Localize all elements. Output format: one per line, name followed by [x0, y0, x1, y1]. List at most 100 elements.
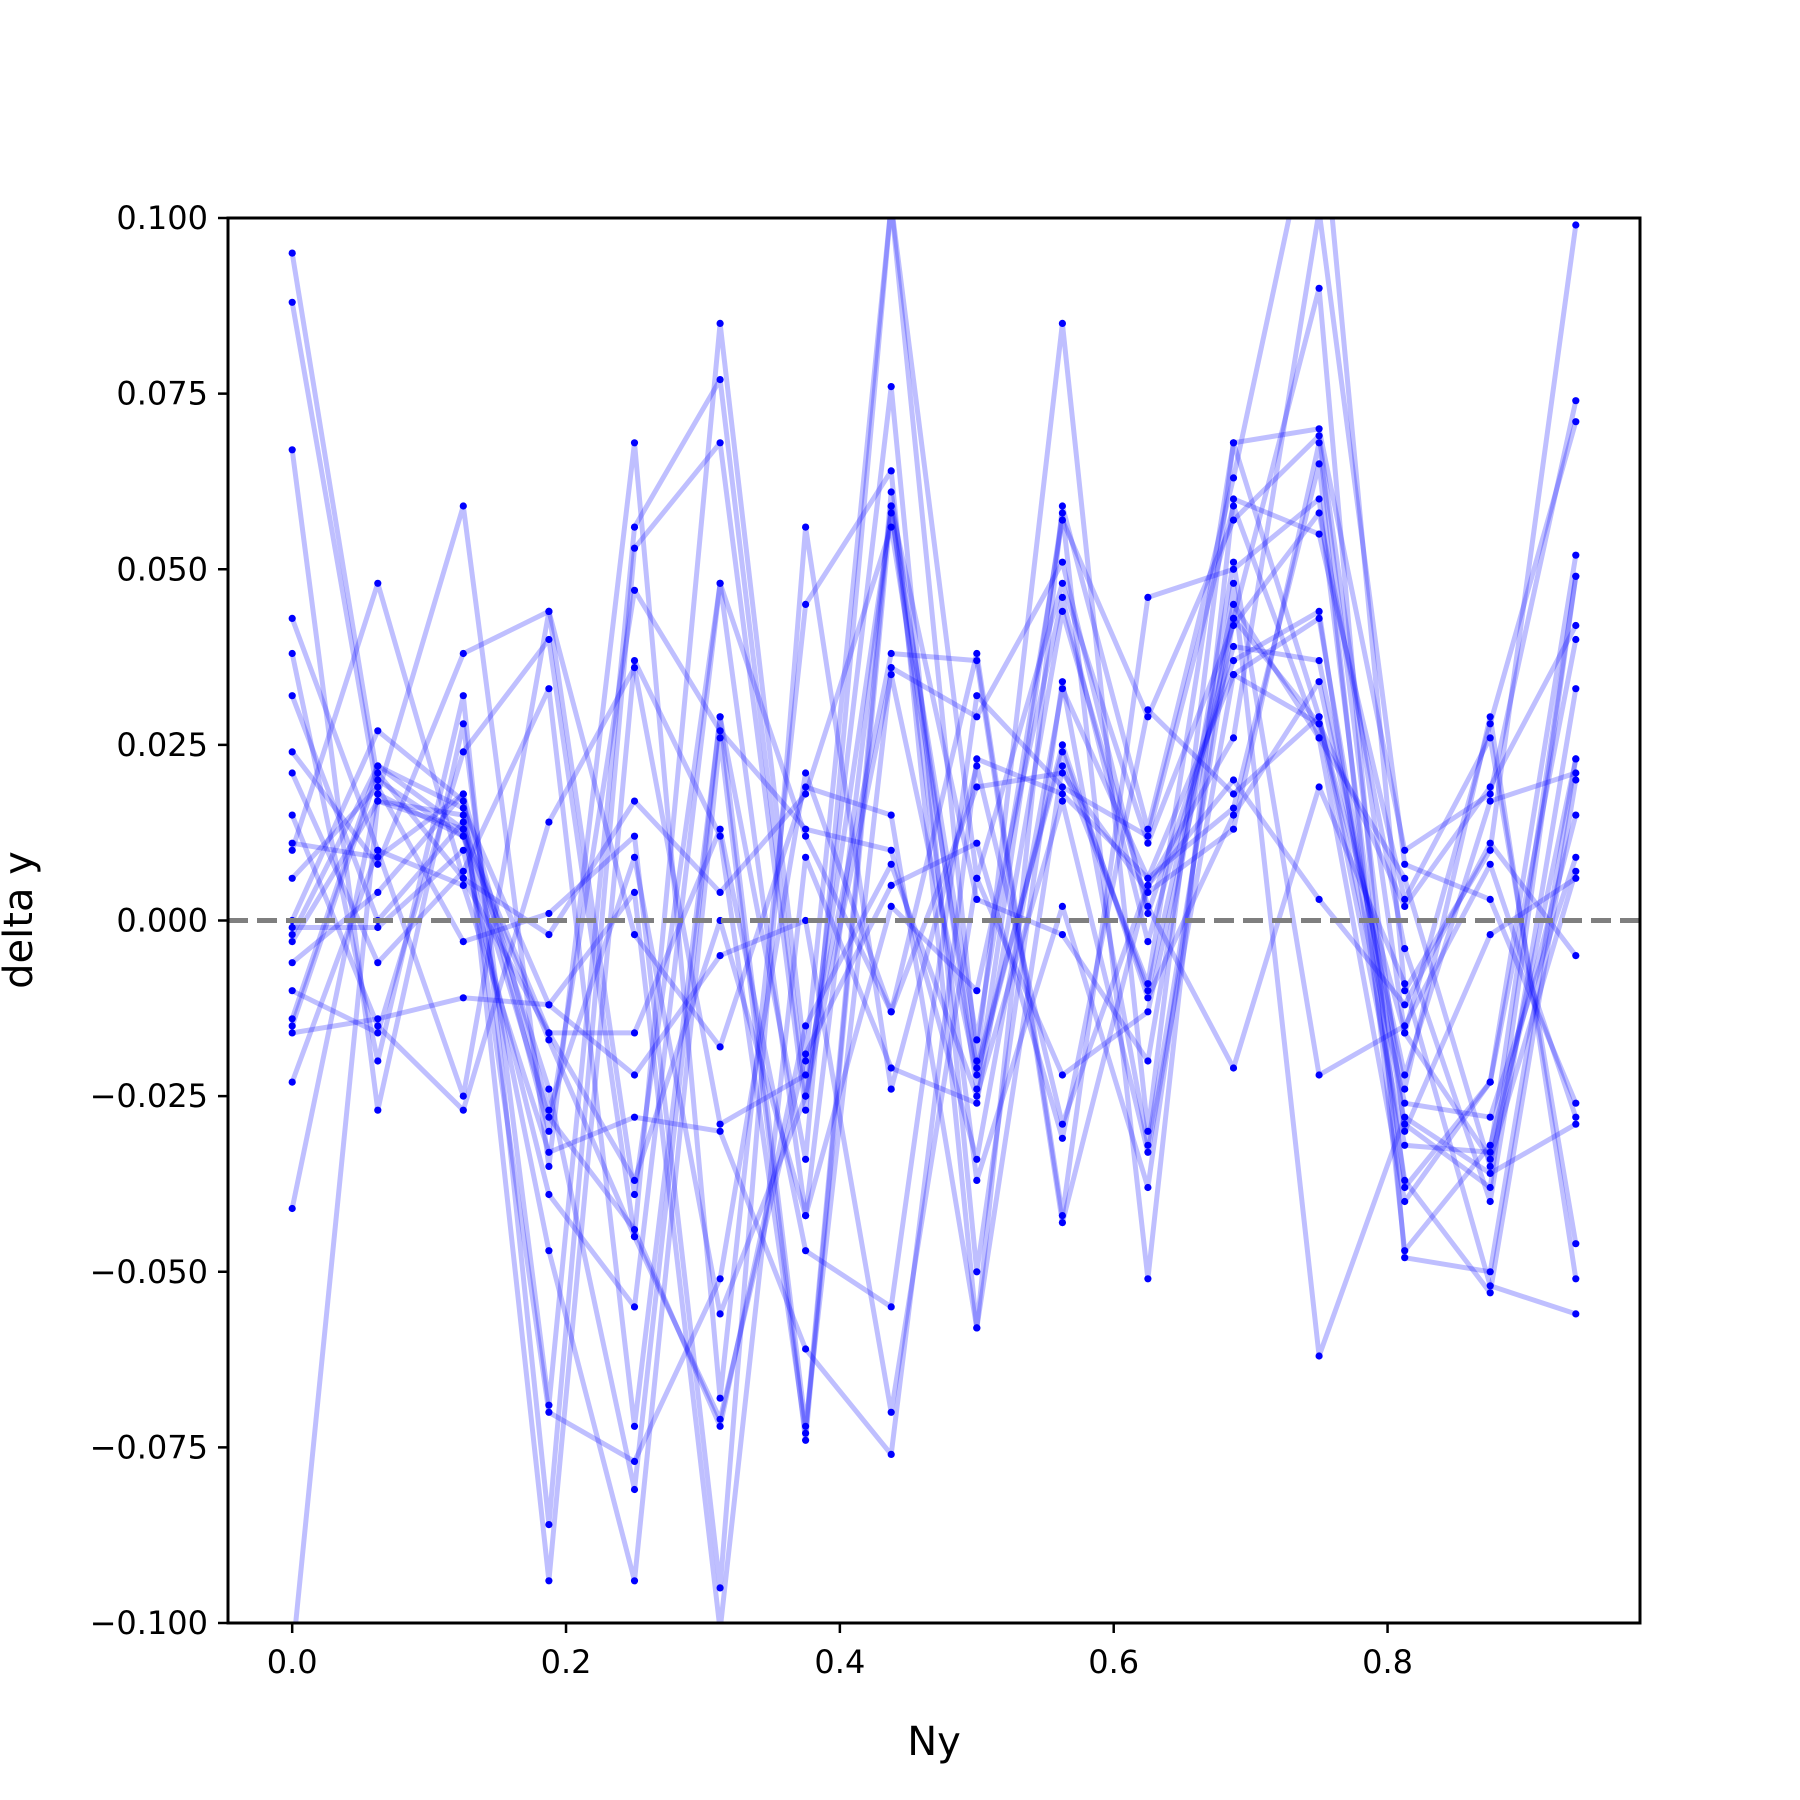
series-9-point-9: [973, 657, 981, 665]
series-6-point-4: [545, 1085, 553, 1093]
series-16-point-4: [545, 1408, 553, 1416]
series-11-point-16: [1572, 635, 1580, 644]
series-12-point-14: [1401, 1001, 1409, 1009]
series-6-point-16: [1572, 776, 1580, 784]
series-16-point-12: [1229, 825, 1238, 833]
series-20-point-14: [1401, 980, 1409, 988]
series-7-point-2: [374, 860, 382, 868]
series-20-point-11: [1144, 902, 1152, 911]
series-16-point-5: [630, 1457, 639, 1465]
series-2-point-15: [1486, 846, 1494, 854]
series-line-13: [289, 461, 1579, 1254]
series-19-point-2: [374, 769, 382, 777]
series-15-point-14: [1401, 1022, 1409, 1030]
series-10-point-14: [1401, 895, 1409, 904]
series-6-point-3: [459, 818, 467, 826]
series-22-point-12: [1229, 671, 1238, 679]
series-13-point-6: [716, 727, 724, 735]
series-20-point-15: [1486, 1282, 1494, 1290]
series-19-point-8: [887, 1303, 895, 1311]
series-24-point-5: [630, 1071, 639, 1079]
series-7-point-10: [1058, 762, 1066, 770]
series-12-point-4: [545, 909, 553, 918]
series-line-5: [289, 285, 1579, 1528]
series-line-11: [289, 524, 1579, 1204]
series-22-point-6: [716, 1422, 724, 1430]
series-1-point-14: [1401, 846, 1409, 854]
series-21-point-5: [630, 1113, 639, 1121]
series-10-point-10: [1058, 509, 1066, 517]
y-tick-label: 0.000: [116, 902, 208, 940]
series-10-point-4: [545, 1577, 553, 1585]
series-line-18: [291, 637, 1579, 1422]
series-4-point-16: [1572, 551, 1580, 559]
series-3-point-8: [887, 509, 895, 517]
series-2-point-16: [1572, 221, 1580, 229]
series-17-point-1: [288, 959, 296, 967]
series-23-point-2: [374, 797, 382, 805]
series-12-point-15: [1486, 839, 1494, 847]
series-4-point-12: [1229, 565, 1238, 573]
series-8-point-15: [1486, 1197, 1494, 1206]
series-12-point-10: [1058, 1120, 1066, 1128]
series-line-16: [290, 440, 1578, 1464]
series-6-point-13: [1315, 607, 1323, 616]
series-14-point-8: [887, 902, 895, 911]
series-layer: [288, 218, 1580, 1623]
series-22-point-7: [802, 1022, 810, 1030]
series-19-point-11: [1144, 832, 1152, 840]
series-18-point-16: [1572, 853, 1580, 861]
series-1-point-7: [802, 1057, 810, 1065]
x-tick-label: 0.2: [541, 1643, 592, 1681]
series-13-point-8: [887, 846, 895, 854]
series-11-point-4: [545, 931, 553, 939]
series-3-point-11: [1144, 713, 1152, 721]
series-24-point-13: [1315, 720, 1323, 728]
series-2-point-5: [630, 439, 639, 447]
y-tick-label: 0.100: [116, 199, 208, 237]
series-24-point-1: [288, 1015, 296, 1023]
y-tick-label: −0.025: [90, 1077, 208, 1115]
series-8-point-13: [1315, 509, 1323, 517]
series-4-point-5: [630, 1190, 639, 1199]
series-22-point-9: [973, 1092, 981, 1100]
series-12-point-16: [1572, 952, 1580, 960]
series-line-14: [292, 580, 1579, 1310]
series-13-point-9: [973, 1155, 981, 1163]
series-15-point-5: [630, 1577, 639, 1585]
series-7-point-1: [288, 748, 296, 756]
series-11-point-9: [973, 1064, 981, 1072]
series-6-point-8: [887, 664, 895, 672]
series-23-point-12: [1229, 579, 1238, 587]
series-14-point-3: [459, 846, 467, 854]
series-5-point-6: [716, 439, 724, 447]
series-19-point-7: [802, 1247, 810, 1255]
series-10-point-1: [288, 839, 296, 847]
series-2-point-4: [545, 1162, 553, 1170]
series-19-point-5: [630, 1029, 639, 1037]
series-4-point-3: [459, 1092, 467, 1100]
series-1-point-2: [374, 776, 382, 784]
series-18-point-12: [1229, 790, 1238, 798]
series-line-10: [291, 489, 1579, 1584]
series-16-point-16: [1572, 874, 1580, 882]
series-8-point-2: [374, 959, 382, 967]
series-17-point-10: [1058, 741, 1066, 749]
series-8-point-16: [1572, 685, 1580, 693]
series-16-point-10: [1058, 769, 1066, 777]
series-13-point-14: [1401, 1247, 1409, 1255]
series-19-point-13: [1315, 734, 1323, 742]
series-4-point-7: [802, 832, 810, 840]
series-18-point-6: [716, 1415, 724, 1423]
series-10-point-5: [630, 657, 639, 665]
series-9-point-8: [887, 649, 895, 658]
series-6-point-5: [630, 1485, 639, 1494]
series-11-point-1: [288, 846, 296, 854]
series-6-point-10: [1058, 558, 1066, 566]
series-18-point-5: [630, 1233, 639, 1241]
series-line-19: [289, 503, 1579, 1310]
x-tick-label: 0.6: [1088, 1643, 1139, 1681]
series-23-point-9: [973, 1176, 981, 1184]
series-3-point-15: [1486, 720, 1494, 728]
series-7-point-6: [716, 1043, 724, 1051]
